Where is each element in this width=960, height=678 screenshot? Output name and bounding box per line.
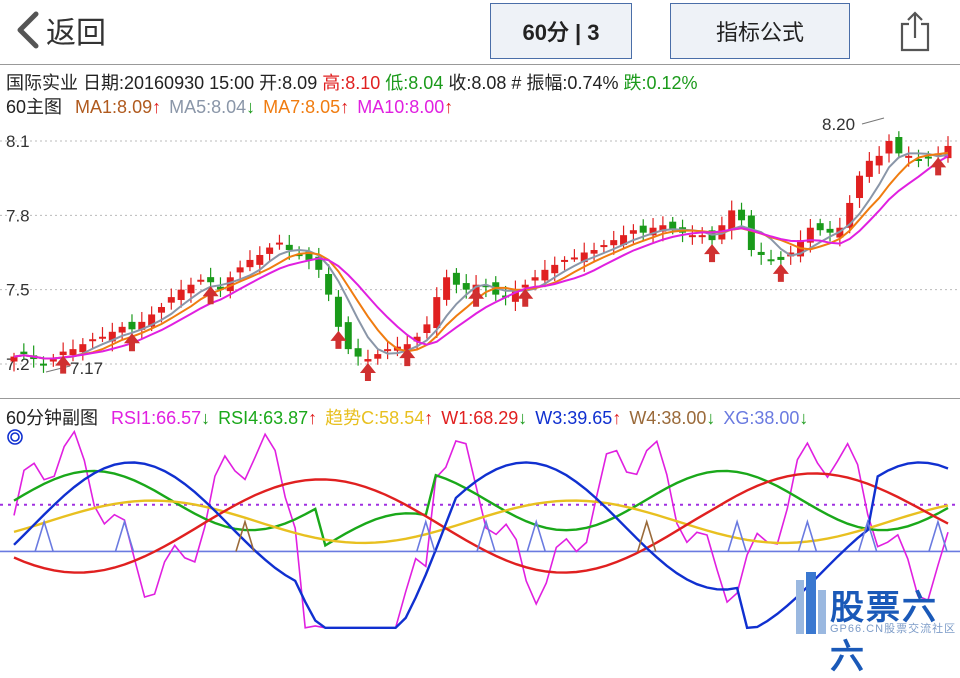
sub-arrow-4: ↑ [612,408,622,428]
sub-arrow-2: ↑ [424,408,434,428]
sub-legend-row: 60分钟副图 RSI1:66.57↓ RSI4:63.87↑ 趋势C:58.54↑ W… [6,404,808,430]
amplitude-value: # 振幅:0.74% [511,73,619,93]
sub-arrow-6: ↓ [799,408,809,428]
signal-triangle [727,519,747,552]
signal-triangle [476,519,496,552]
sub-chart-title: 60分钟副图 [6,408,99,428]
formula-button[interactable]: 指标公式 [670,3,850,59]
sub-legend-3: W1:68.29 [441,408,519,428]
quote-info-row: 国际实业 日期:20160930 15:00 开:8.09 高:8.10 低:8… [6,69,698,95]
ma-legend-0: MA1:8.09 [75,97,153,117]
sub-arrow-1: ↑ [308,408,318,428]
main-chart-title: 60主图 [6,97,63,117]
period-button[interactable]: 60分 | 3 [490,3,632,59]
ma-arrow-2: ↑ [340,97,350,117]
top-bar: 返回 60分 | 3 指标公式 [0,0,960,62]
open-value: 开:8.09 [259,73,318,93]
low-value: 低:8.04 [385,73,444,93]
back-label: 返回 [46,17,106,50]
signal-triangle [636,519,657,552]
ma-arrow-3: ↑ [444,97,454,117]
sub-legend-1: RSI4:63.87 [218,408,309,428]
signal-triangle [235,519,255,552]
share-icon [898,11,932,56]
chevron-left-icon [14,10,40,50]
signal-triangle [415,519,436,552]
sub-legend-2: 趋势C:58.54 [325,408,425,428]
w1-line [13,472,949,574]
sub-legend-6: XG:38.00 [723,408,800,428]
signal-triangle [928,519,948,552]
signal-triangle [526,519,547,552]
stock-name: 国际实业 [6,73,78,93]
rsi4-line [13,469,949,548]
sub-arrow-3: ↓ [518,408,528,428]
share-button[interactable] [898,10,932,57]
target-icon [7,429,23,445]
sub-chart-panel[interactable]: 60分钟副图 RSI1:66.57↓ RSI4:63.87↑ 趋势C:58.54↑ W… [0,398,960,428]
back-button[interactable]: 返回 [14,8,106,52]
logo-icon [796,572,826,634]
sub-legend-4: W3:39.65 [535,408,613,428]
signal-triangle [857,519,878,552]
signal-triangle [34,519,54,552]
trend-line [13,499,949,545]
change-value: 跌:0.12% [623,73,698,93]
ma-arrow-0: ↑ [152,97,162,117]
ma-legend-2: MA7:8.05 [263,97,341,117]
signal-triangle [114,519,135,552]
sub-arrow-5: ↓ [706,408,716,428]
watermark-site: GP66.CN股票交流社区 [830,623,957,635]
sub-arrow-0: ↓ [201,408,211,428]
ma-legend-row: 60主图 MA1:8.09↑ MA5:8.04↓ MA7:8.05↑ MA10:8.0… [6,93,453,119]
date-value: 日期:20160930 15:00 [83,73,255,93]
sub-legend-0: RSI1:66.57 [111,408,202,428]
sub-legend-5: W4:38.00 [629,408,707,428]
main-chart-panel[interactable]: 国际实业 日期:20160930 15:00 开:8.09 高:8.10 低:8… [0,64,960,401]
high-value: 高:8.10 [322,73,381,93]
ma-legend-3: MA10:8.00 [357,97,445,117]
ma-legend-1: MA5:8.04 [169,97,247,117]
ma-arrow-1: ↓ [246,97,256,117]
signal-triangle [797,519,818,552]
close-value: 收:8.08 [448,73,507,93]
